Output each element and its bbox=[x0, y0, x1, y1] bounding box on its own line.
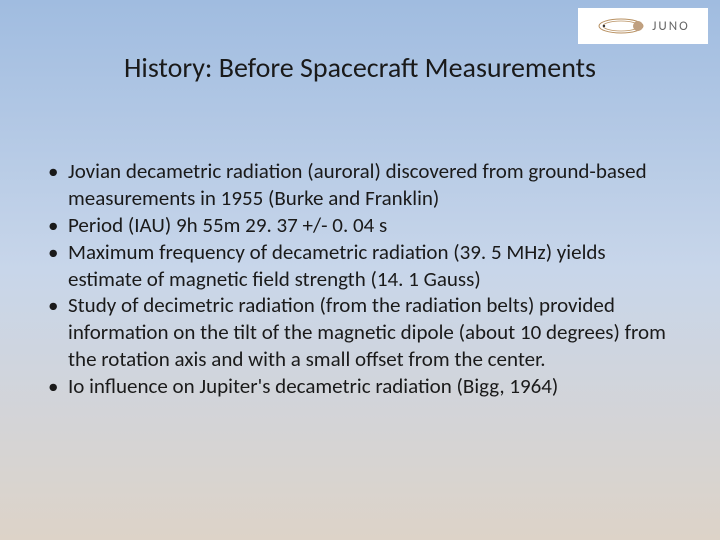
juno-logo: JUNO bbox=[578, 8, 708, 44]
list-item: Jovian decametric radiation (auroral) di… bbox=[42, 158, 678, 212]
list-item: Study of decimetric radiation (from the … bbox=[42, 292, 678, 373]
juno-logo-text: JUNO bbox=[652, 19, 690, 34]
slide-content: Jovian decametric radiation (auroral) di… bbox=[42, 158, 678, 400]
list-item: Maximum frequency of decametric radiatio… bbox=[42, 239, 678, 293]
juno-logo-graphic bbox=[596, 13, 646, 39]
slide-title: History: Before Spacecraft Measurements bbox=[0, 50, 720, 85]
list-item: Period (IAU) 9h 55m 29. 37 +/- 0. 04 s bbox=[42, 212, 678, 239]
bullet-list: Jovian decametric radiation (auroral) di… bbox=[42, 158, 678, 400]
list-item: Io influence on Jupiter's decametric rad… bbox=[42, 373, 678, 400]
